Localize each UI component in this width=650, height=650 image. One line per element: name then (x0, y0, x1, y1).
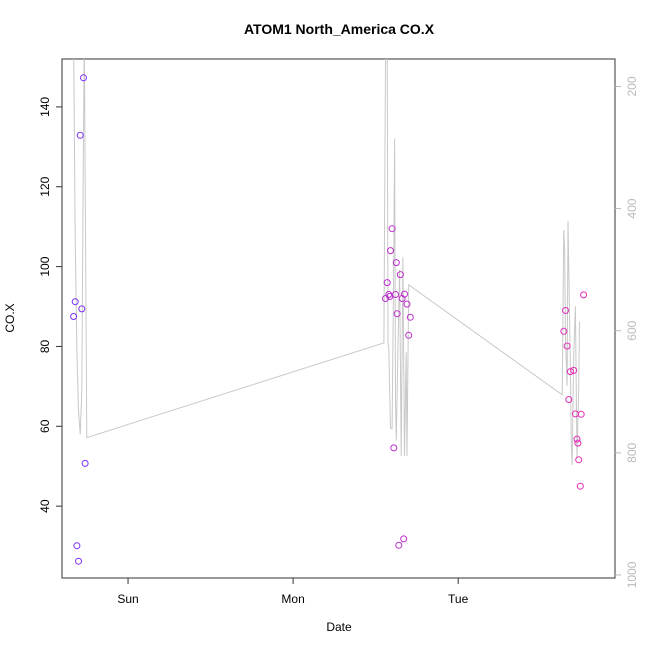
data-point (563, 342, 571, 350)
data-point (562, 307, 569, 314)
data-point (580, 291, 588, 299)
point-series (70, 74, 588, 565)
y2-tick-label: 200 (625, 76, 639, 96)
x-tick-label: Tue (448, 592, 469, 606)
y-tick-label: 80 (38, 339, 52, 353)
y-tick-label: 100 (38, 256, 52, 276)
data-point (406, 313, 414, 321)
x-axis: Sun Mon Tue (117, 578, 469, 606)
data-point (81, 459, 89, 467)
data-point (575, 456, 583, 464)
data-point (560, 327, 568, 335)
y2-tick-label: 600 (625, 320, 639, 340)
data-point (387, 247, 394, 255)
x-tick-label: Mon (281, 592, 304, 606)
data-point (75, 557, 82, 565)
data-point (71, 298, 79, 306)
y-axis-label: CO.X (3, 303, 17, 332)
data-point (383, 279, 391, 287)
x-tick-label: Sun (117, 592, 138, 606)
y-tick-label: 40 (38, 499, 52, 513)
data-point (400, 535, 408, 543)
data-point (388, 225, 396, 233)
y2-tick-label: 800 (625, 442, 639, 462)
series-line (73, 59, 580, 466)
data-point (78, 305, 86, 313)
line-series (73, 59, 580, 466)
data-point (566, 368, 574, 376)
data-point (574, 439, 582, 447)
data-point (401, 290, 408, 298)
y2-tick-label: 1000 (625, 561, 639, 588)
data-point (576, 482, 584, 490)
y-axis: 40 60 80 100 120 140 (38, 97, 62, 513)
data-point (573, 435, 581, 443)
data-point (73, 542, 81, 550)
y-tick-label: 120 (38, 176, 52, 196)
data-point (80, 74, 87, 82)
data-point (76, 131, 84, 139)
chart-title: ATOM1 North_America CO.X (244, 21, 435, 37)
x-axis-label: Date (326, 620, 352, 634)
plot-frame (61, 58, 616, 579)
data-point (565, 396, 573, 403)
y-tick-label: 140 (38, 97, 52, 117)
data-point (392, 291, 399, 298)
y-tick-label: 60 (38, 419, 52, 433)
y2-tick-label: 400 (625, 198, 639, 218)
data-point (390, 444, 398, 452)
data-point (403, 300, 411, 308)
data-point (70, 313, 78, 320)
data-point (396, 271, 404, 279)
data-point (570, 366, 578, 374)
data-point (395, 541, 403, 549)
y2-axis: 200 400 600 800 1000 (615, 76, 639, 588)
data-point (393, 310, 401, 318)
data-point (392, 259, 400, 267)
data-point (577, 410, 585, 418)
data-point (405, 331, 413, 339)
